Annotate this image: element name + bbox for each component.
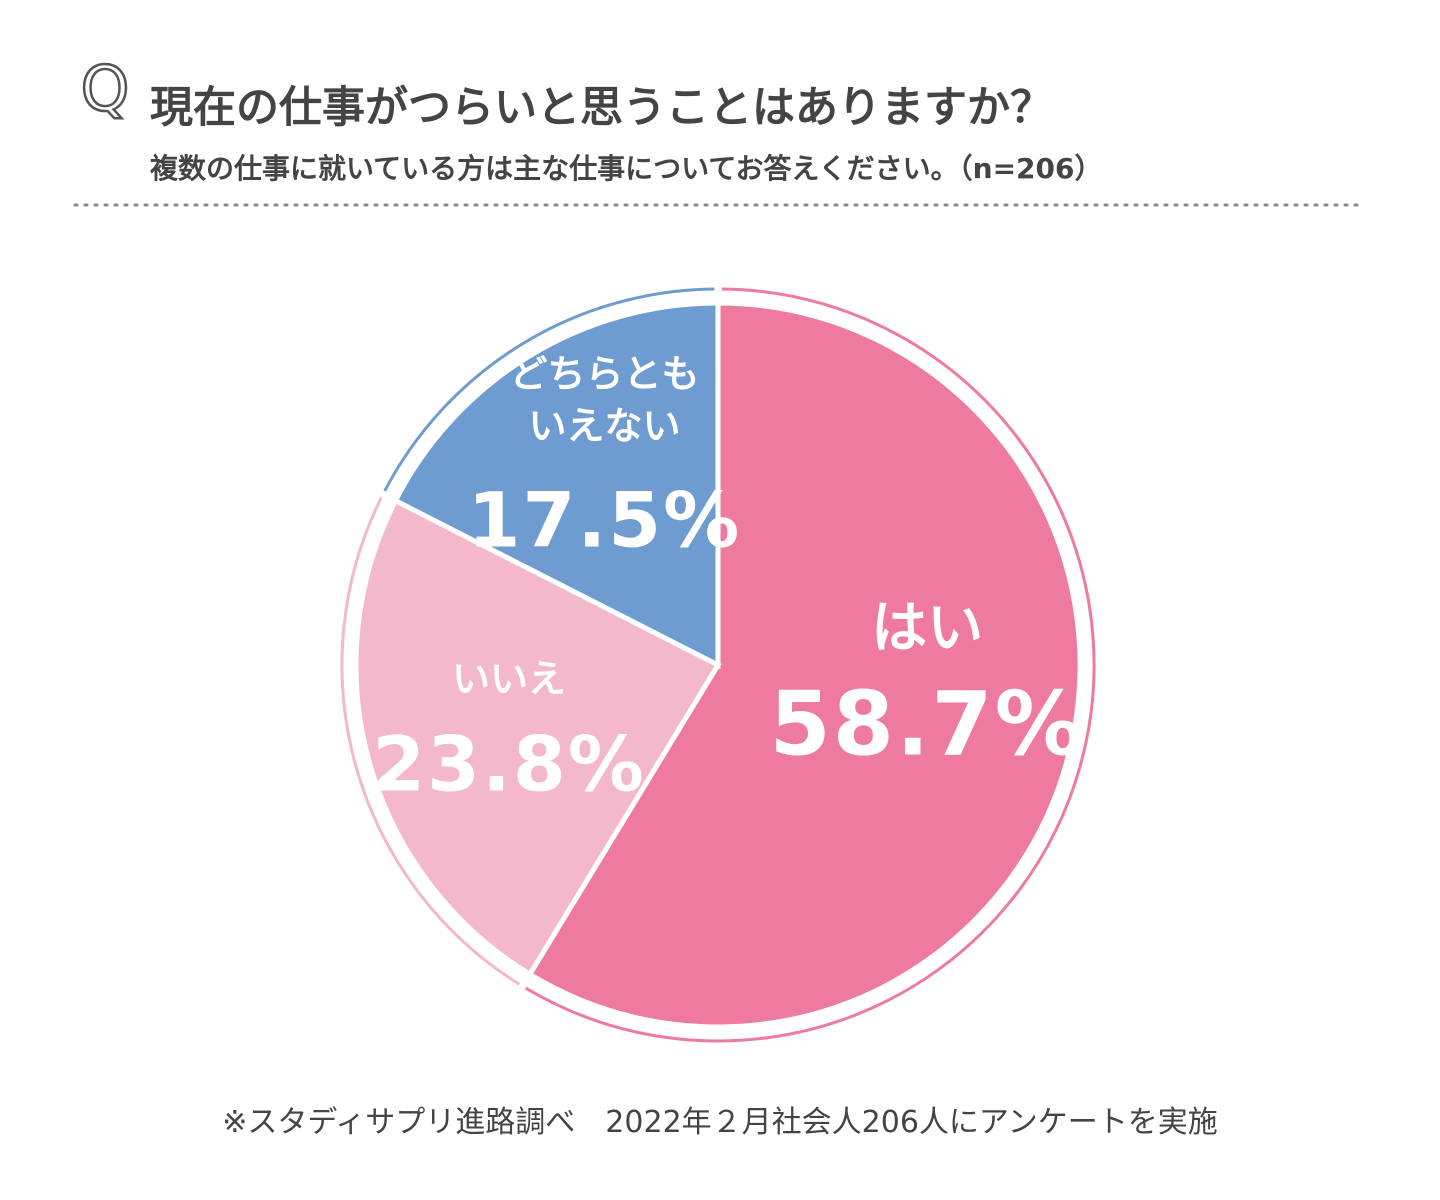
- slice-value-label: 17.5%: [467, 475, 742, 565]
- q-icon: Q: [81, 52, 130, 125]
- outer-ring: [340, 496, 521, 986]
- slice-category: いいえ: [452, 657, 567, 702]
- slice-category: どちらとも いえない: [509, 351, 700, 448]
- outer-ring: [383, 287, 715, 492]
- pie-slice: [526, 300, 1083, 1030]
- pie-slice: [392, 300, 721, 670]
- slice-value-label: 58.7%: [769, 672, 1085, 776]
- chart-title: 現在の仕事がつらいと思うことはありますか？: [150, 83, 1053, 133]
- chart-subtitle: 複数の仕事に就いている方は主な仕事についてお答えください。（n=206）: [150, 152, 1103, 185]
- slice-category: はい: [871, 595, 984, 661]
- footnote: ※スタディサプリ進路調べ 2022年２月社会人206人にアンケートを実施: [222, 1105, 1217, 1140]
- outer-ring: [525, 287, 1096, 1043]
- slice-value-label: 23.8%: [372, 719, 646, 809]
